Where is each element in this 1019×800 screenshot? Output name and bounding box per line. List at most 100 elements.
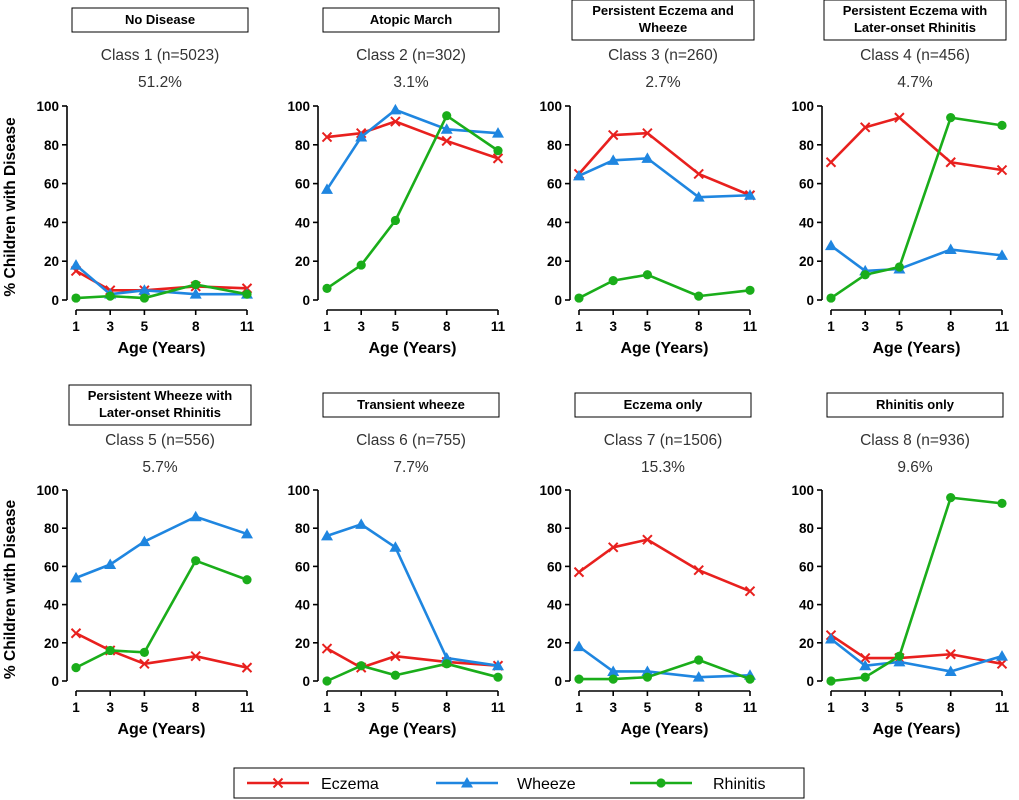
x-tick-label: 3: [106, 700, 114, 715]
data-point-rhinitis: [574, 293, 584, 303]
x-tick-label: 11: [743, 319, 758, 334]
x-tick-label: 11: [240, 700, 255, 715]
data-point-rhinitis: [745, 285, 755, 295]
y-tick-label: 60: [44, 559, 59, 574]
y-tick-label: 100: [287, 99, 310, 114]
data-point-wheeze: [996, 249, 1008, 260]
data-point-rhinitis: [105, 291, 115, 301]
data-point-eczema: [996, 164, 1008, 176]
data-point-eczema: [825, 157, 837, 168]
x-tick-label: 1: [827, 700, 835, 715]
y-tick-label: 100: [791, 483, 814, 498]
data-point-rhinitis: [191, 279, 201, 290]
legend-marker-eczema: [272, 777, 284, 789]
y-tick-label: 40: [799, 215, 814, 230]
data-point-wheeze: [641, 152, 654, 163]
data-point-wheeze: [138, 284, 151, 295]
class-percent: 9.6%: [897, 459, 933, 476]
data-point-rhinitis: [322, 676, 332, 686]
data-point-rhinitis: [826, 293, 836, 303]
data-point-wheeze: [492, 659, 504, 671]
data-point-wheeze: [389, 103, 402, 115]
data-point-wheeze: [692, 191, 705, 202]
x-tick-label: 1: [575, 319, 583, 334]
panel-title: Wheeze: [639, 20, 687, 35]
class-label: Class 6 (n=755): [356, 432, 466, 449]
class-label: Class 8 (n=936): [860, 432, 970, 449]
data-point-rhinitis: [694, 291, 704, 301]
x-axis-label: Age (Years): [117, 340, 205, 357]
data-point-eczema: [642, 127, 653, 139]
panel-class-4: Persistent Eczema with Later-onset Rhinit…: [791, 0, 1010, 357]
x-tick-label: 5: [644, 700, 652, 715]
panel-title: No Disease: [125, 12, 195, 27]
panel-class-5: Persistent Wheeze with Later-onset Rhinit…: [36, 384, 255, 738]
legend-label-eczema: Eczema: [321, 776, 379, 793]
class-percent: 2.7%: [645, 74, 681, 91]
data-point-rhinitis: [860, 672, 870, 682]
legend-label-rhinitis: Rhinitis: [713, 776, 765, 793]
legend-marker-wheeze: [461, 777, 473, 788]
panel-title: Eczema only: [624, 397, 704, 412]
panel-class-7: Eczema only Class 7 (n=1506) 15.3% 0 20 40 60 8…: [539, 392, 758, 738]
y-tick-label: 80: [799, 138, 814, 153]
x-axis-label: Age (Years): [117, 721, 205, 738]
x-tick-label: 1: [72, 700, 80, 715]
data-point-wheeze: [825, 239, 837, 251]
data-point-wheeze: [321, 183, 333, 194]
data-point-rhinitis: [608, 674, 618, 684]
series-line-rhinitis: [578, 273, 751, 300]
data-point-wheeze: [70, 571, 82, 583]
y-tick-label: 80: [44, 521, 59, 536]
y-tick-label: 40: [295, 598, 310, 613]
data-point-rhinitis: [997, 498, 1007, 508]
data-point-eczema: [70, 628, 82, 639]
x-tick-label: 8: [695, 319, 703, 334]
series-line-wheeze: [578, 157, 751, 199]
x-tick-label: 5: [644, 319, 652, 334]
class-percent: 3.1%: [393, 74, 429, 91]
y-tick-label: 20: [44, 636, 59, 651]
data-point-wheeze: [189, 288, 202, 299]
data-point-rhinitis: [642, 270, 653, 280]
data-point-wheeze: [692, 671, 705, 682]
x-axis-label: Age (Years): [368, 721, 456, 738]
data-point-rhinitis: [894, 262, 905, 272]
data-point-rhinitis: [997, 120, 1007, 130]
y-tick-label: 20: [295, 254, 310, 269]
data-point-rhinitis: [442, 659, 452, 669]
y-tick-label: 60: [295, 559, 310, 574]
data-point-wheeze: [825, 632, 837, 644]
x-tick-label: 8: [443, 700, 451, 715]
data-point-rhinitis: [860, 270, 870, 280]
data-point-rhinitis: [442, 111, 452, 121]
x-tick-label: 5: [141, 700, 149, 715]
series-line-rhinitis: [326, 114, 499, 290]
y-tick-label: 60: [44, 177, 59, 192]
x-tick-label: 5: [896, 700, 904, 715]
panel-title-box: [574, 392, 752, 418]
panel-title: Atopic March: [370, 12, 452, 27]
data-point-wheeze: [138, 535, 151, 547]
panel-class-3: Persistent Eczema and Wheeze Class 3 (n=26…: [539, 0, 758, 357]
data-point-eczema: [607, 129, 619, 141]
y-tick-label: 80: [295, 521, 310, 536]
data-point-rhinitis: [574, 674, 584, 684]
data-point-wheeze: [355, 518, 368, 529]
x-axis-label: Age (Years): [620, 340, 708, 357]
class-label: Class 3 (n=260): [608, 47, 718, 64]
data-point-rhinitis: [242, 289, 252, 299]
data-point-wheeze: [944, 243, 957, 255]
data-point-rhinitis: [826, 676, 836, 686]
x-tick-label: 5: [896, 319, 904, 334]
data-point-wheeze: [893, 655, 906, 667]
data-point-eczema: [390, 650, 401, 662]
x-tick-label: 1: [575, 700, 583, 715]
series-line-wheeze: [830, 637, 1003, 673]
y-axis-label: % Children with Disease: [2, 117, 19, 297]
data-point-eczema: [321, 643, 333, 654]
data-point-wheeze: [744, 189, 756, 200]
x-tick-label: 1: [323, 319, 331, 334]
x-tick-label: 8: [947, 700, 955, 715]
x-axis-label: Age (Years): [872, 721, 960, 738]
